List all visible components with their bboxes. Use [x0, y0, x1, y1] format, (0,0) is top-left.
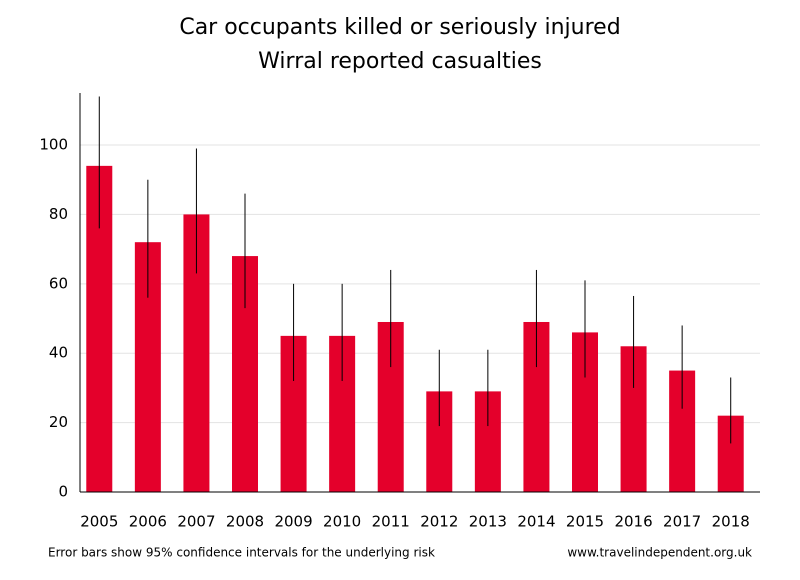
chart-subtitle: Wirral reported casualties	[258, 49, 542, 74]
x-tick-label: 2009	[274, 513, 312, 531]
chart-title: Car occupants killed or seriously injure…	[179, 15, 620, 40]
x-tick-label: 2006	[129, 513, 167, 531]
x-tick-label: 2005	[80, 513, 118, 531]
y-tick-label: 100	[39, 136, 68, 154]
y-tick-label: 40	[49, 344, 68, 362]
x-tick-label: 2016	[614, 513, 652, 531]
x-tick-label: 2018	[712, 513, 750, 531]
footnote: Error bars show 95% confidence intervals…	[48, 546, 435, 560]
source: www.travelindependent.org.uk	[567, 546, 752, 560]
y-tick-label: 0	[58, 483, 68, 501]
x-tick-label: 2011	[372, 513, 410, 531]
x-tick-label: 2014	[517, 513, 555, 531]
x-tick-label: 2013	[469, 513, 507, 531]
y-tick-label: 60	[49, 274, 68, 292]
y-tick-label: 20	[49, 413, 68, 431]
x-tick-label: 2012	[420, 513, 458, 531]
x-tick-label: 2010	[323, 513, 361, 531]
y-tick-label: 80	[49, 205, 68, 223]
x-tick-label: 2017	[663, 513, 701, 531]
x-tick-label: 2015	[566, 513, 604, 531]
x-tick-label: 2007	[177, 513, 215, 531]
x-tick-label: 2008	[226, 513, 264, 531]
